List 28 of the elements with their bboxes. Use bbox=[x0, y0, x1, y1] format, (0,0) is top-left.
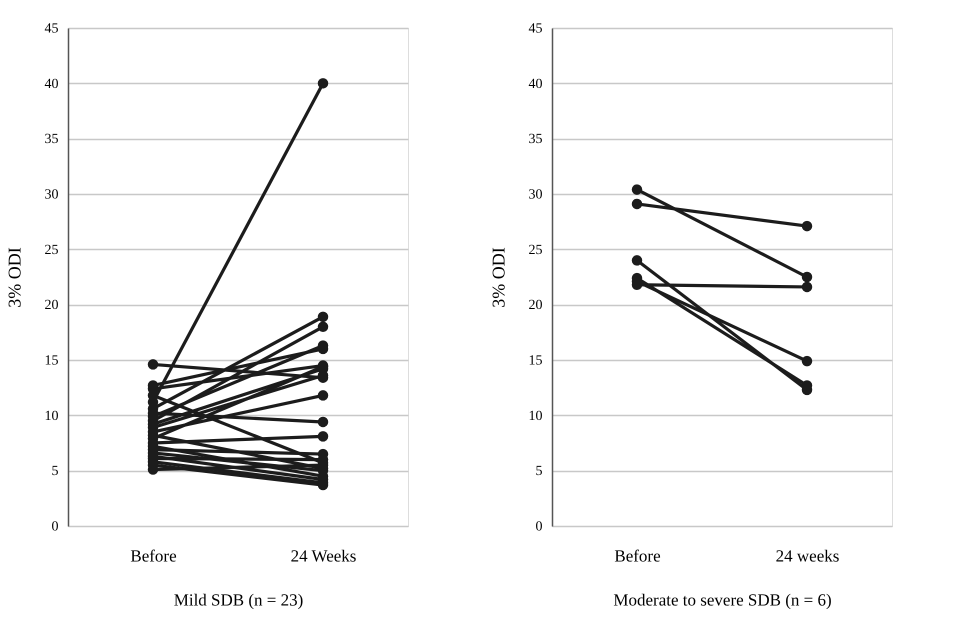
y-tick-label: 35 bbox=[528, 132, 542, 148]
y-tick-label: 40 bbox=[44, 76, 58, 92]
x-tick-label: 24 weeks bbox=[776, 546, 840, 566]
y-tick-label: 45 bbox=[528, 22, 542, 36]
y-tick-label: 30 bbox=[528, 188, 542, 202]
x-axis-title: Moderate to severe SDB (n = 6) bbox=[613, 590, 832, 610]
y-tick-label: 40 bbox=[528, 76, 542, 92]
y-tick-label: 5 bbox=[52, 464, 58, 480]
y-tick-label: 35 bbox=[44, 132, 58, 148]
y-tick-label: 25 bbox=[528, 242, 542, 258]
y-tick-label: 30 bbox=[44, 188, 58, 202]
y-tick-label: 0 bbox=[52, 520, 58, 534]
x-axis-title: Mild SDB (n = 23) bbox=[174, 590, 304, 610]
y-tick-label: 15 bbox=[44, 354, 58, 368]
y-axis-title: 3% ODI bbox=[488, 247, 508, 308]
y-tick-label: 0 bbox=[536, 520, 542, 534]
y-tick-label: 10 bbox=[528, 408, 542, 424]
y-tick-label: 15 bbox=[528, 354, 542, 368]
x-tick-label: Before bbox=[614, 546, 661, 566]
y-tick-label: 10 bbox=[44, 408, 58, 424]
y-tick-label: 45 bbox=[44, 22, 58, 36]
x-tick-label: Before bbox=[130, 546, 177, 566]
y-axis-title: 3% ODI bbox=[4, 247, 24, 308]
y-tick-label: 20 bbox=[44, 298, 58, 314]
y-tick-label: 20 bbox=[528, 298, 542, 314]
x-tick-label: 24 Weeks bbox=[290, 546, 356, 566]
y-tick-label: 5 bbox=[536, 464, 542, 480]
y-tick-label: 25 bbox=[44, 242, 58, 258]
